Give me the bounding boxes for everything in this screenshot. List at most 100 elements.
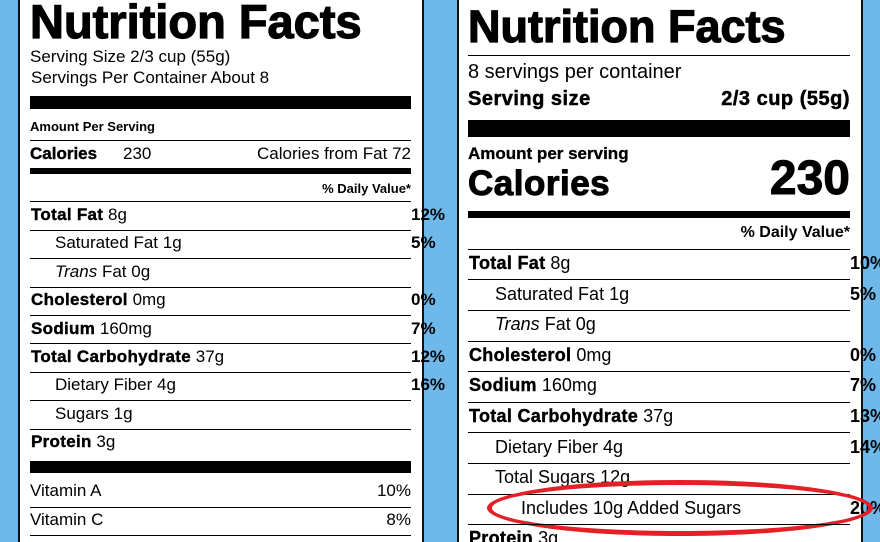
divider: [30, 168, 411, 174]
nutrient-row: Saturated Fat 1g: [55, 234, 182, 251]
nutrient-amount: 0g: [131, 261, 151, 281]
nutrient-name: Total Carbohydrate: [469, 405, 639, 426]
divider: [30, 96, 411, 109]
serving-size: Serving Size 2/3 cup (55g): [30, 47, 231, 67]
nutrient-name: Saturated Fat: [495, 283, 605, 304]
nutrient-row: Saturated Fat 1g: [495, 285, 629, 303]
nutrient-amount: 1g: [162, 233, 182, 253]
divider: [468, 248, 850, 250]
daily-value: 12%: [411, 346, 446, 366]
divider: [30, 201, 411, 203]
nutrient-name: Total Fat: [31, 204, 104, 224]
divider: [468, 309, 850, 311]
nutrient-name: Dietary Fiber: [495, 436, 599, 457]
divider: [468, 55, 850, 56]
calories-value: 230: [769, 152, 850, 206]
nutrient-amount: 1g: [113, 403, 133, 423]
daily-value: 0%: [411, 290, 436, 310]
daily-value-header: % Daily Value*: [740, 224, 850, 242]
nutrient-name: Protein: [469, 528, 534, 542]
nutrient-row: Dietary Fiber 4g: [55, 376, 176, 393]
divider: [468, 371, 850, 373]
serving-size-label: Serving size: [468, 87, 591, 110]
nutrient-name: Protein: [31, 432, 92, 452]
nutrient-row: Dietary Fiber 4g: [495, 438, 623, 456]
nutrient-row: Cholesterol 0mg: [469, 344, 612, 365]
nutrient-row: Cholesterol 0mg: [31, 291, 166, 308]
nutrient-row: Trans Fat 0g: [55, 263, 150, 280]
nutrient-name: Dietary Fiber: [55, 375, 153, 395]
divider: [30, 400, 411, 402]
left-label-panel: [18, 0, 424, 542]
serving-size-value: 2/3 cup (55g): [721, 87, 850, 110]
nutrient-amount: 37g: [195, 346, 225, 366]
divider: [30, 286, 411, 288]
vitamin-name: Vitamin C: [30, 510, 104, 530]
daily-value: 12%: [411, 204, 446, 224]
daily-value: 14%: [850, 436, 880, 457]
nutrient-row: Total Carbohydrate 37g: [469, 407, 673, 425]
nutrient-amount: 4g: [603, 436, 624, 457]
nutrient-name: Sodium: [31, 318, 96, 338]
nutrient-name-italic: Trans: [55, 261, 98, 281]
divider: [30, 535, 411, 537]
divider: [468, 432, 850, 434]
daily-value: 7%: [411, 318, 436, 338]
nutrient-row: Total Fat 8g: [31, 206, 127, 223]
nutrient-row: Total Carbohydrate 37g: [31, 348, 224, 365]
daily-value: 5%: [850, 283, 877, 304]
divider: [30, 258, 411, 260]
daily-value: 0%: [850, 344, 877, 365]
nutrient-amount: 0g: [575, 314, 596, 335]
nutrient-name: Saturated Fat: [55, 233, 159, 253]
nutrient-amount: 37g: [643, 405, 674, 426]
daily-value: 13%: [850, 405, 880, 426]
vitamin-name: Calcium: [30, 540, 91, 542]
divider: [468, 340, 850, 342]
nutrient-amount: 3g: [538, 528, 559, 542]
right-label-panel: [457, 0, 863, 542]
nutrient-name: Fat: [544, 314, 571, 335]
nutrient-name: Total Carbohydrate: [31, 346, 191, 366]
label-title: Nutrition Facts: [467, 0, 786, 52]
daily-value: 7%: [850, 375, 877, 396]
servings-per-container: Servings Per Container About 8: [31, 68, 270, 88]
daily-value: 16%: [411, 375, 446, 395]
nutrient-name: Total Sugars: [495, 467, 596, 488]
vitamin-daily-value: 10%: [376, 481, 411, 501]
vitamin-daily-value: 8%: [386, 510, 411, 530]
nutrient-name: Cholesterol: [469, 344, 572, 365]
nutrient-name: Fat: [101, 261, 127, 281]
divider: [30, 314, 411, 316]
divider: [30, 428, 411, 430]
nutrient-row: Sodium 160mg: [469, 376, 597, 394]
calories-value: 230: [123, 144, 152, 164]
divider: [468, 279, 850, 281]
divider: [30, 461, 411, 473]
divider: [468, 120, 850, 137]
nutrient-amount: 8g: [108, 204, 127, 224]
divider: [468, 401, 850, 403]
calories-label: Calories: [467, 164, 611, 204]
nutrient-row: Protein 3g: [31, 432, 116, 452]
daily-value-header: % Daily Value*: [322, 180, 411, 196]
divider: [30, 343, 411, 345]
daily-value: 5%: [411, 233, 436, 253]
nutrient-amount: 0mg: [576, 344, 612, 365]
amount-header: Amount Per Serving: [30, 118, 155, 134]
nutrient-amount: 1g: [609, 283, 630, 304]
divider: [30, 229, 411, 231]
nutrient-name: Sugars: [55, 403, 109, 423]
nutrient-row: Sodium 160mg: [31, 318, 152, 338]
nutrient-name: Cholesterol: [31, 290, 128, 310]
calories-from-fat: Calories from Fat 72: [257, 144, 411, 164]
nutrient-amount: 4g: [157, 375, 176, 395]
nutrient-row: Sugars 1g: [55, 405, 133, 422]
divider: [30, 371, 411, 373]
nutrient-amount: 8g: [550, 252, 571, 273]
nutrient-row: Protein 3g: [469, 529, 558, 542]
nutrient-name: Total Fat: [469, 252, 546, 273]
calories-label: Calories: [30, 144, 98, 164]
nutrient-amount: 0mg: [132, 290, 166, 310]
